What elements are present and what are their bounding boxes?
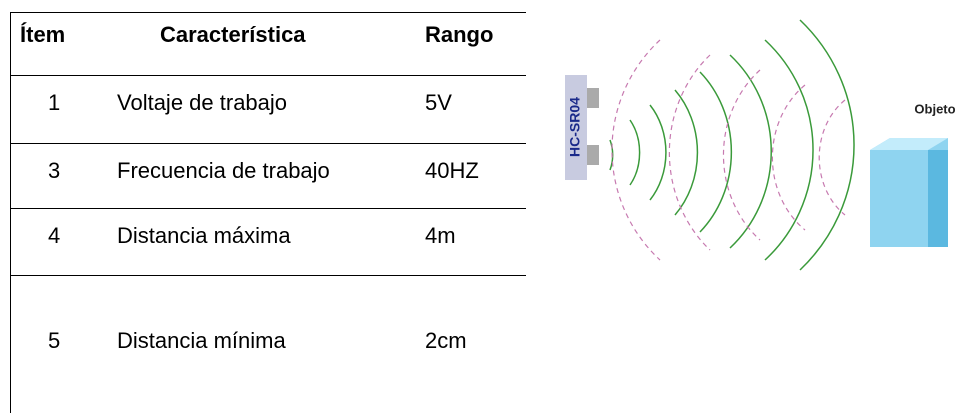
cell: Frecuencia de trabajo: [117, 158, 330, 184]
sensor-diagram: HC-SR04 Objeto: [550, 0, 961, 280]
cell: Voltaje de trabajo: [117, 90, 287, 116]
cell: 5: [48, 328, 60, 354]
cell: 1: [48, 90, 60, 116]
waves: [610, 20, 854, 270]
cell: 2cm: [425, 328, 467, 354]
cell: 40HZ: [425, 158, 479, 184]
page: Ítem Característica Rango 1 Voltaje de t…: [0, 0, 961, 413]
row-border: [10, 143, 526, 144]
cell: 5V: [425, 90, 452, 116]
cell: 4: [48, 223, 60, 249]
cell: Distancia máxima: [117, 223, 291, 249]
header-cell: Característica: [160, 22, 306, 48]
row-border: [10, 75, 526, 76]
object-label: Objeto: [914, 101, 955, 116]
transducer: [587, 88, 599, 108]
row-border: [10, 275, 526, 276]
header-cell: Ítem: [20, 22, 65, 48]
cell: 3: [48, 158, 60, 184]
transducer: [587, 145, 599, 165]
header-cell: Rango: [425, 22, 493, 48]
object-side: [928, 150, 948, 247]
table-border: [10, 12, 11, 413]
table-border: [10, 12, 526, 13]
cell: Distancia mínima: [117, 328, 286, 354]
cell: 4m: [425, 223, 456, 249]
row-border: [10, 208, 526, 209]
echo-waves: [612, 40, 845, 260]
sensor-label: HC-SR04: [567, 97, 583, 157]
